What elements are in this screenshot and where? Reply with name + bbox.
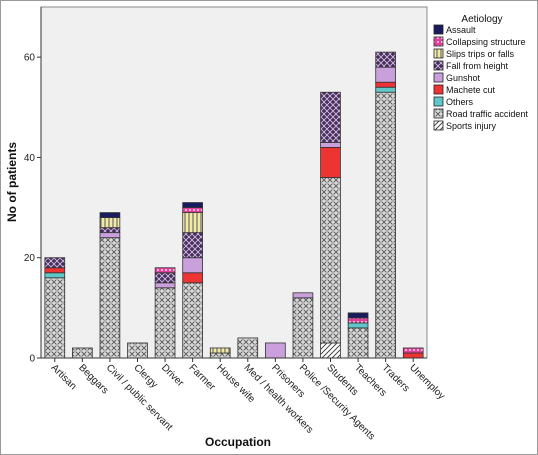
bar-segment: [320, 177, 341, 344]
bar-segment: [347, 322, 369, 329]
bar-segment: [99, 212, 121, 218]
bar-segment: [375, 81, 396, 88]
bar-segment: [320, 91, 341, 143]
bar-segment: [402, 352, 424, 359]
legend: Aetiology Assault Collapsing structure Sli…: [433, 14, 528, 131]
bar-segment: [72, 347, 93, 359]
bar-segment: [375, 86, 396, 93]
bar-segment: [320, 342, 341, 359]
bar-segment: [154, 267, 176, 274]
y-axis: 0 20 40 60: [24, 7, 42, 365]
bar-segment: [292, 292, 314, 299]
bar-segment: [182, 207, 203, 213]
bar-segment: [127, 342, 148, 359]
legend-label: Gunshot: [446, 73, 481, 83]
x-tick-label: Artisan: [49, 362, 79, 392]
plot-area: [40, 6, 428, 359]
legend-label: Collapsing structure: [446, 37, 526, 47]
y-axis-title: No of patients: [5, 142, 19, 222]
legend-label: Slips trips or falls: [446, 49, 515, 59]
bar-segment: [182, 282, 203, 359]
bar-segment: [375, 91, 396, 359]
bar-segment: [182, 257, 203, 274]
x-tick-label: Farmer: [187, 362, 218, 393]
x-tick-label: Unemploy: [407, 362, 447, 402]
y-tick-label: 20: [24, 253, 36, 264]
bar-segment: [320, 146, 341, 178]
bar-segment: [44, 272, 66, 279]
x-tick-label: Driver: [159, 362, 186, 389]
y-tick-label: 0: [29, 354, 35, 365]
legend-swatch: [433, 84, 444, 95]
legend-swatch: [433, 60, 444, 71]
bar-segment: [99, 232, 121, 239]
bar-segment: [99, 237, 121, 359]
legend-label: Others: [446, 97, 474, 107]
bar-segment: [99, 227, 121, 234]
bar-segment: [375, 51, 396, 68]
bar-segment: [237, 337, 259, 359]
bar-segment: [182, 232, 203, 259]
legend-swatch: [433, 120, 444, 131]
bar-segment: [44, 277, 66, 359]
bar-segment: [154, 287, 176, 359]
bar-segment: [182, 212, 203, 234]
legend-swatch: [433, 36, 444, 47]
legend-swatch: [433, 24, 444, 35]
bar-segment: [209, 352, 231, 359]
bars-group: [44, 51, 424, 359]
bar-segment: [209, 347, 231, 354]
y-tick-label: 60: [24, 53, 36, 64]
bar-segment: [320, 141, 341, 148]
y-tick-label: 40: [24, 153, 36, 164]
legend-title: Aetiology: [461, 14, 502, 25]
legend-swatch: [433, 72, 444, 83]
bar-segment: [182, 202, 203, 208]
bar-segment: [44, 267, 66, 274]
bar-segment: [347, 327, 369, 359]
bar-segment: [154, 272, 176, 284]
bar-segment: [154, 282, 176, 289]
bar-segment: [375, 66, 396, 83]
legend-label: Assault: [446, 25, 476, 35]
bar-segment: [182, 272, 203, 284]
bar-segment: [265, 342, 286, 359]
legend-swatch: [433, 48, 444, 59]
bar-segment: [402, 347, 424, 354]
legend-label: Road traffic accident: [446, 109, 528, 119]
legend-label: Fall from height: [446, 61, 509, 71]
bar-segment: [347, 312, 369, 319]
bar-segment: [99, 217, 121, 229]
legend-swatch: [433, 108, 444, 119]
legend-label: Machete cut: [446, 85, 496, 95]
legend-label: Sports injury: [446, 121, 497, 131]
x-axis-title: Occupation: [205, 435, 271, 449]
bar-segment: [44, 257, 66, 269]
bar-segment: [292, 297, 314, 359]
bar-segment: [347, 317, 369, 324]
legend-swatch: [433, 96, 444, 107]
